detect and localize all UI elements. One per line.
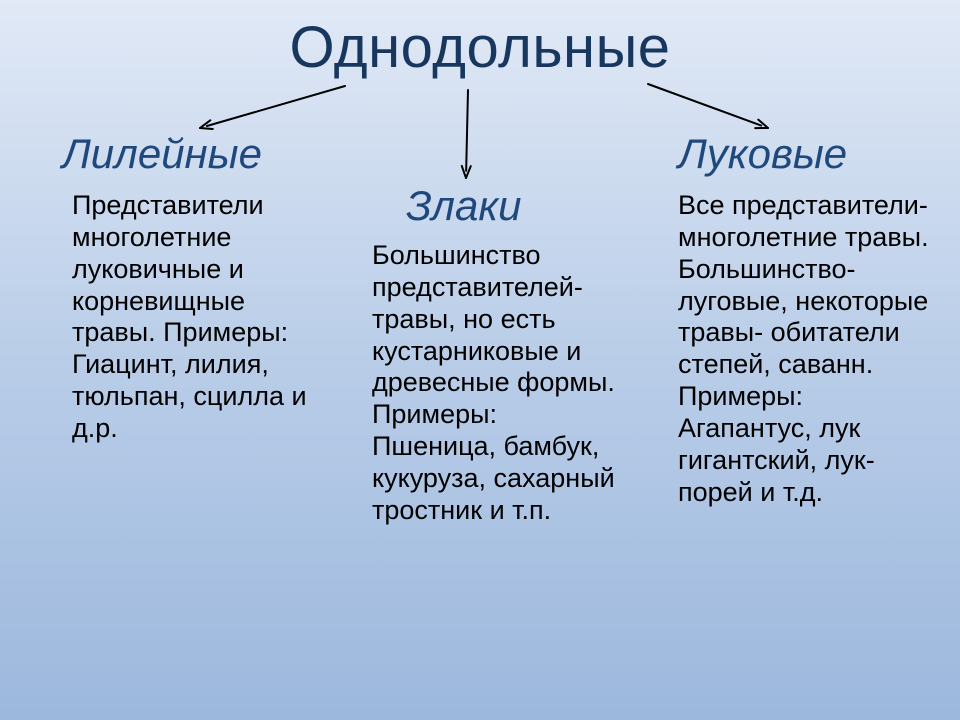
subtitle-center: Злаки bbox=[406, 182, 522, 230]
body-left: Представители многолетние луковичные и к… bbox=[72, 190, 320, 445]
slide-root: Однодольные Лилейные Злаки Луковые Предс… bbox=[0, 0, 960, 720]
subtitle-right: Луковые bbox=[678, 130, 847, 178]
slide-title: Однодольные bbox=[0, 14, 960, 81]
subtitle-left: Лилейные bbox=[62, 130, 262, 178]
body-right: Все представители- многолетние травы. Бо… bbox=[678, 190, 938, 509]
body-center: Большинство представителей- травы, но ес… bbox=[372, 240, 622, 527]
